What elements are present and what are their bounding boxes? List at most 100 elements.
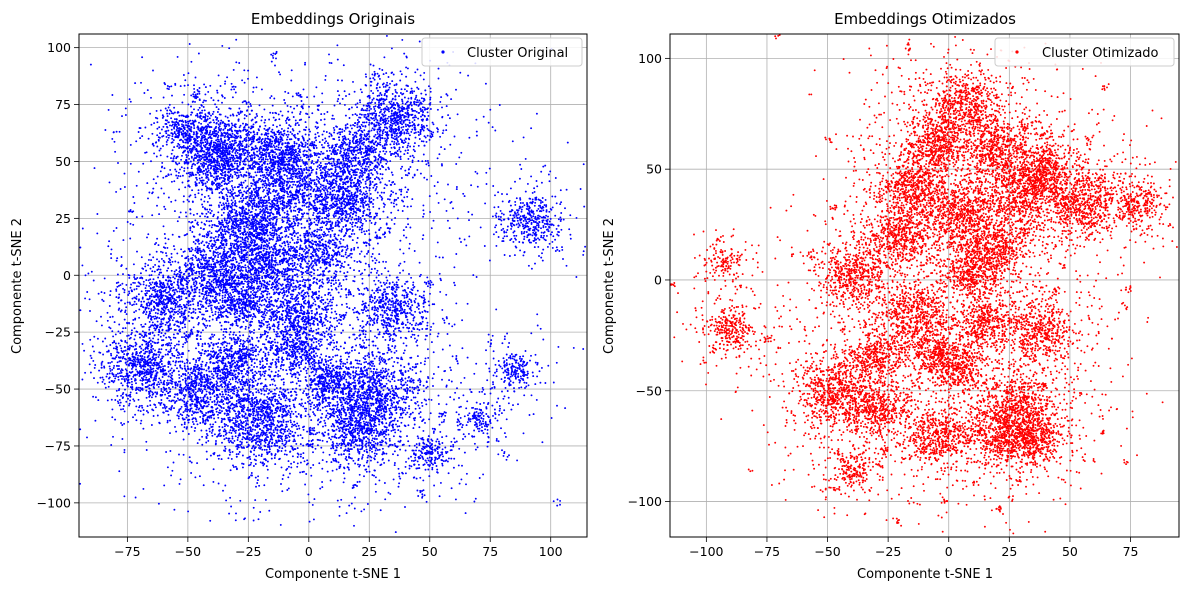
data-point [468,137,470,139]
data-point [349,133,351,135]
data-point [185,212,187,214]
data-point [385,151,387,153]
data-point [382,150,384,152]
data-point [316,183,318,185]
data-point [397,197,399,199]
data-point [340,150,342,152]
data-point [355,154,357,156]
data-point [198,159,200,161]
data-point [438,68,440,70]
data-point [293,206,295,208]
data-point [278,144,280,146]
data-point [273,117,275,119]
data-point [225,194,227,196]
data-point [156,134,158,136]
data-point [384,126,386,128]
data-point [370,84,372,86]
data-point [193,108,195,110]
data-point [186,133,188,135]
data-point [400,151,402,153]
data-point [163,97,165,99]
data-point [343,169,345,171]
data-point [114,141,116,143]
data-point [377,90,379,92]
data-point [385,169,387,171]
data-point [405,76,407,78]
data-point [345,126,347,128]
data-point [337,149,339,151]
data-point [303,150,305,152]
data-point [305,121,307,123]
data-point [377,106,379,108]
data-point [218,155,220,157]
data-point [315,185,317,187]
data-point [202,154,204,156]
data-point [347,127,349,129]
data-point [270,143,272,145]
data-point [202,126,204,128]
data-point [130,144,132,146]
data-point [176,118,178,120]
data-point [394,98,396,100]
data-point [202,116,204,118]
data-point [403,153,405,155]
data-point [162,177,164,179]
data-point [375,164,377,166]
data-point [209,160,211,162]
data-point [396,133,398,135]
data-point [348,155,350,157]
data-point [391,125,393,127]
data-point [200,163,202,165]
data-point [147,197,149,199]
data-point [139,127,141,129]
data-point [163,206,165,208]
data-point [361,231,363,233]
data-point [369,209,371,211]
data-point [294,142,296,144]
data-point [231,140,233,142]
data-point [171,125,173,127]
data-point [433,123,435,125]
data-point [277,141,279,143]
data-point [206,130,208,132]
data-point [388,89,390,91]
data-point [312,214,314,216]
data-point [432,122,434,124]
data-point [226,143,228,145]
data-point [295,122,297,124]
data-point [246,171,248,173]
data-point [282,195,284,197]
data-point [427,128,429,130]
data-point [410,98,412,100]
data-point [196,93,198,95]
data-point [398,143,400,145]
data-point [282,198,284,200]
data-point [492,126,494,128]
data-point [346,188,348,190]
data-point [187,154,189,156]
data-point [247,156,249,158]
data-point [286,175,288,177]
data-point [336,153,338,155]
data-point [184,115,186,117]
data-point [210,142,212,144]
data-point [281,151,283,153]
data-point [229,129,231,131]
data-point [441,116,443,118]
data-point [149,113,151,115]
data-point [193,174,195,176]
data-point [339,128,341,130]
data-point [271,170,273,172]
data-point [370,64,372,66]
data-point [275,112,277,114]
subplot-originais: Embeddings Originais −75 −50 −25 0 25 50 75 100… [10,10,587,582]
data-point [316,219,318,221]
data-point [211,181,213,183]
data-point [475,171,477,173]
data-point [370,108,372,110]
data-point [350,219,352,221]
data-point [420,74,422,76]
data-point [166,141,168,143]
data-point [401,73,403,75]
data-point [442,130,444,132]
